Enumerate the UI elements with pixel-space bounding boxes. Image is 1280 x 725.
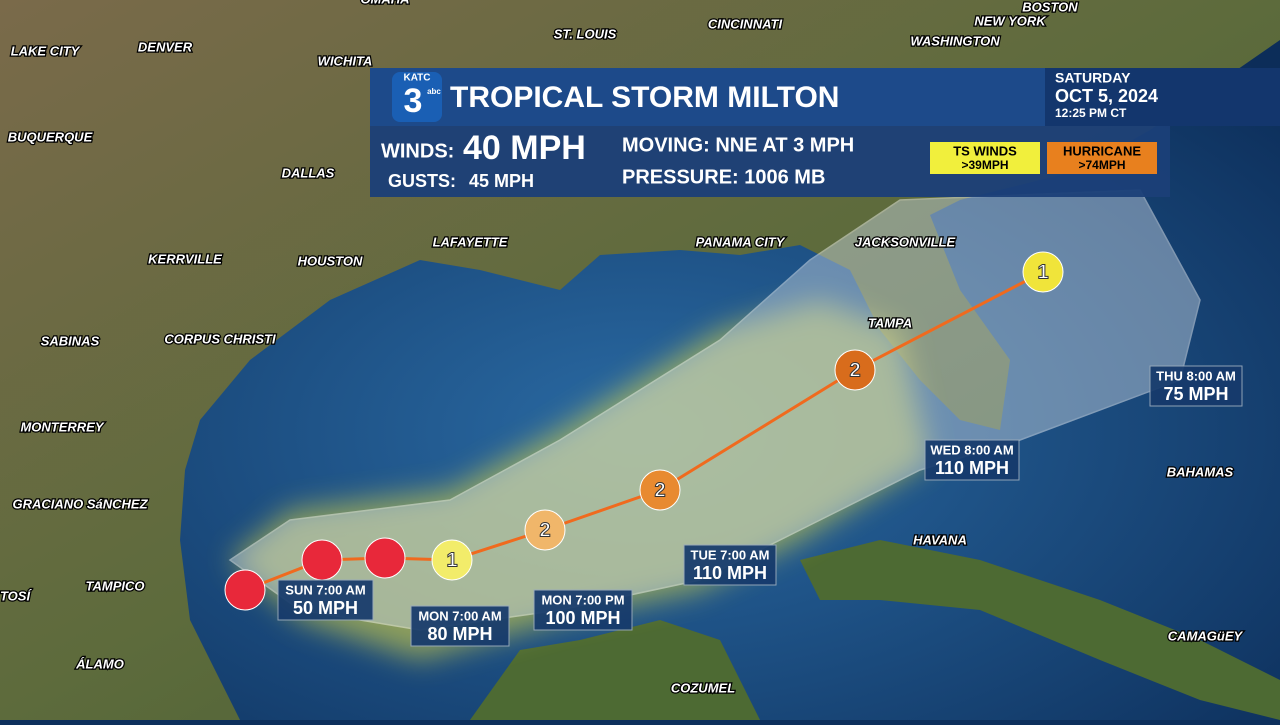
city-label: BAHAMAS — [1167, 464, 1234, 479]
forecast-box — [924, 439, 1020, 481]
forecast-time: THU 8:00 AM — [1156, 368, 1236, 383]
logo-text: KATC — [403, 73, 430, 84]
city-label: GRACIANO SáNCHEZ — [12, 496, 148, 511]
legend-sub: >74MPH — [1078, 158, 1125, 172]
forecast-time: MON 7:00 PM — [541, 592, 624, 607]
date: OCT 5, 2024 — [1055, 86, 1158, 106]
city-label: DENVER — [138, 39, 193, 54]
legend-title: HURRICANE — [1063, 143, 1141, 158]
city-label: CAMAGüEY — [1168, 628, 1244, 643]
logo — [392, 72, 442, 122]
city-label: OMAHA — [360, 0, 409, 6]
legend-hurricane — [1047, 142, 1157, 174]
city-label: HAVANA — [913, 532, 967, 547]
header: KATC 3 abc TROPICAL STORM MILTON SATURDA… — [370, 68, 1280, 197]
city-label: ÁLAMO — [75, 656, 124, 671]
legend-title: TS WINDS — [953, 143, 1017, 158]
storm-category: 2 — [539, 519, 550, 541]
forecast-wind: 50 MPH — [293, 598, 358, 618]
forecast-box — [533, 589, 633, 631]
winds: 40 MPH — [463, 129, 586, 167]
forecast-box — [1149, 365, 1243, 407]
forecast-time: WED 8:00 AM — [930, 442, 1013, 457]
forecast-time: SUN 7:00 AM — [285, 582, 365, 597]
city-label: PANAMA CITY — [696, 234, 786, 249]
city-label: WASHINGTON — [910, 33, 1000, 48]
storm-category: 1 — [1037, 261, 1048, 283]
storm-icon — [301, 539, 343, 581]
city-label: BOSTON — [1022, 0, 1078, 14]
day: SATURDAY — [1055, 70, 1131, 86]
city-label: HOUSTON — [298, 253, 363, 268]
storm-category: 2 — [849, 359, 860, 381]
gusts: 45 MPH — [469, 171, 534, 191]
storm-category: 2 — [654, 479, 665, 501]
forecast-wind: 100 MPH — [545, 608, 620, 628]
city-label: JACKSONVILLE — [855, 234, 956, 249]
city-label: TAMPICO — [86, 578, 145, 593]
city-label: WICHITA — [318, 53, 373, 68]
time: 12:25 PM CT — [1055, 106, 1127, 120]
cone-glow — [230, 300, 930, 660]
city-label: BUQUERQUE — [8, 129, 93, 144]
legend-ts — [930, 142, 1040, 174]
forecast-time: TUE 7:00 AM — [691, 547, 770, 562]
forecast-wind: 110 MPH — [693, 563, 767, 583]
land-cuba — [800, 540, 1280, 720]
storm-icon — [364, 537, 406, 579]
city-label: MONTERREY — [20, 419, 104, 434]
city-label: COZUMEL — [671, 680, 735, 695]
winds-label: WINDS: — [381, 140, 454, 162]
pressure: PRESSURE: 1006 MB — [622, 166, 825, 188]
city-label: ST. LOUIS — [554, 26, 617, 41]
city-label: LAFAYETTE — [433, 234, 508, 249]
logo-network: abc — [427, 87, 441, 96]
city-label: KERRVILLE — [148, 251, 222, 266]
forecast-wind: 110 MPH — [935, 458, 1009, 478]
forecast-box — [410, 605, 510, 647]
storm-icon — [431, 539, 473, 581]
city-label: DALLAS — [282, 165, 335, 180]
city-label: CORPUS CHRISTI — [164, 331, 276, 346]
title: TROPICAL STORM MILTON — [450, 81, 839, 114]
storm-icon — [524, 509, 566, 551]
moving: MOVING: NNE AT 3 MPH — [622, 134, 854, 156]
storm-icon — [1022, 251, 1064, 293]
storm-category: 1 — [446, 549, 457, 571]
legend-sub: >39MPH — [961, 158, 1008, 172]
city-label: TOSÍ — [0, 588, 32, 603]
logo-number: 3 — [404, 82, 423, 120]
storm-icon — [834, 349, 876, 391]
forecast-box — [277, 579, 374, 621]
land-yucatan — [470, 620, 760, 720]
storm-icon — [224, 569, 266, 611]
city-label: NEW YORK — [974, 13, 1047, 28]
city-label: CINCINNATI — [708, 16, 783, 31]
city-label: LAKE CITY — [11, 43, 81, 58]
forecast-time: MON 7:00 AM — [418, 608, 501, 623]
forecast-box — [683, 544, 777, 586]
forecast-wind: 80 MPH — [427, 624, 492, 644]
gusts-label: GUSTS: — [388, 171, 456, 191]
storm-icon — [639, 469, 681, 511]
city-label: TAMPA — [868, 315, 912, 330]
city-label: SABINAS — [41, 333, 100, 348]
forecast-wind: 75 MPH — [1163, 384, 1228, 404]
